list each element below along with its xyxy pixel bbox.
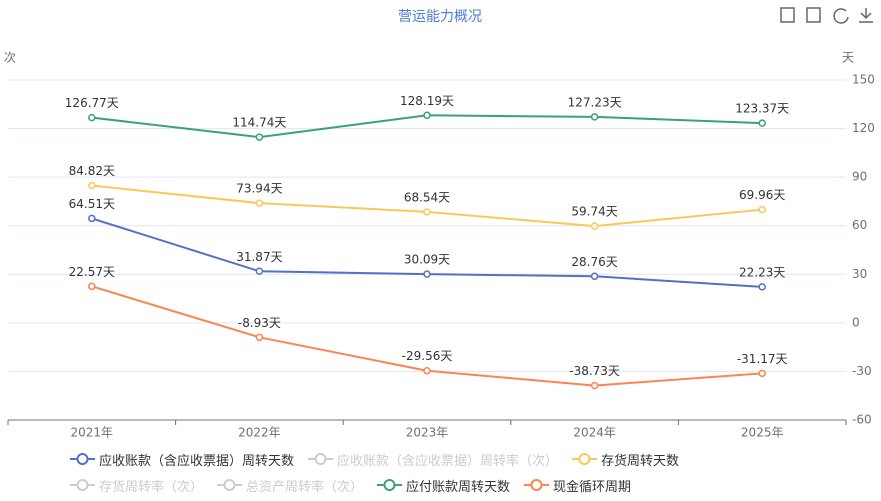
data-point — [758, 119, 766, 127]
data-point — [255, 133, 264, 141]
y2-tick-label: -30 — [852, 364, 872, 378]
data-point — [758, 205, 766, 214]
legend-icon — [70, 479, 95, 491]
data-label: 73.94天 — [236, 182, 282, 196]
legend-icon — [524, 479, 550, 491]
data-label: -8.93天 — [238, 316, 281, 330]
legend-label: 存货周转天数 — [601, 453, 680, 469]
data-label: 69.96天 — [739, 188, 785, 202]
data-point — [88, 113, 96, 122]
data-label: 114.74天 — [232, 116, 286, 130]
legend-label: 现金循环周期 — [553, 479, 632, 495]
legend-item[interactable]: 应收账款（含应收票据）周转天数 — [70, 448, 294, 470]
data-point — [590, 222, 599, 230]
data-point — [758, 369, 766, 378]
data-label: 68.54天 — [404, 190, 450, 204]
y2-axis-name: 天 — [842, 51, 854, 65]
data-label: 128.19天 — [400, 94, 454, 108]
data-point — [423, 270, 431, 278]
y2-tick-label: 30 — [852, 267, 867, 281]
data-label: 59.74天 — [571, 205, 617, 219]
legend-item[interactable]: 现金循环周期 — [524, 474, 631, 496]
legend-item[interactable]: 存货周转率（次） — [70, 474, 203, 496]
data-point — [590, 381, 599, 390]
data-point — [255, 267, 264, 276]
data-point — [88, 282, 96, 291]
restore-icon[interactable] — [806, 7, 821, 23]
data-point — [423, 366, 431, 375]
save-icon[interactable] — [859, 8, 873, 23]
data-label: -29.56天 — [402, 349, 453, 363]
data-label: 64.51天 — [69, 197, 115, 211]
data-label: 127.23天 — [568, 95, 622, 109]
data-point — [88, 214, 96, 223]
legend-label: 应收账款（含应收票据）周转率（次） — [337, 453, 559, 469]
legend-icon — [217, 479, 243, 491]
data-label: 31.87天 — [236, 250, 282, 264]
toolbox[interactable] — [780, 7, 873, 24]
data-label: 30.09天 — [404, 253, 450, 267]
data-point — [423, 208, 431, 216]
y-axis-name: 次 — [4, 51, 16, 65]
y2-tick-label: -60 — [852, 413, 872, 427]
y2-tick-label: 90 — [852, 170, 867, 184]
data-label: -31.17天 — [737, 352, 788, 366]
data-point — [255, 199, 264, 207]
x-tick-label: 2024年 — [573, 426, 616, 440]
legend-item[interactable]: 存货周转天数 — [572, 448, 679, 470]
x-tick-label: 2022年 — [238, 426, 281, 440]
legend-item[interactable]: 应付账款周转天数 — [377, 474, 510, 496]
data-point — [590, 113, 599, 121]
y2-tick-label: 60 — [852, 218, 867, 232]
x-tick-label: 2025年 — [741, 426, 784, 440]
data-point — [88, 181, 96, 190]
data-point — [423, 111, 431, 120]
data-label: 22.57天 — [69, 265, 115, 279]
legend-item[interactable]: 应收账款（含应收票据）周转率（次） — [308, 448, 558, 470]
legend-icon — [70, 453, 95, 465]
y2-tick-label: 120 — [852, 121, 875, 135]
data-label: 84.82天 — [69, 164, 115, 178]
data-view-icon[interactable] — [780, 7, 795, 23]
legend-icon — [572, 453, 598, 465]
chart-title: 营运能力概况 — [398, 9, 482, 25]
data-label: 126.77天 — [65, 96, 119, 110]
legend-label: 应付账款周转天数 — [406, 479, 511, 495]
data-point — [590, 272, 599, 281]
x-tick-label: 2023年 — [406, 426, 449, 440]
data-label: 123.37天 — [735, 102, 789, 116]
x-tick-label: 2021年 — [71, 426, 114, 440]
data-point — [255, 333, 264, 342]
legend: 应收账款（含应收票据）周转天数 应收账款（含应收票据）周转率（次） 存货周转天数存货… — [70, 448, 810, 496]
legend-icon — [377, 479, 403, 491]
legend-label: 总资产周转率（次） — [246, 479, 364, 495]
refresh-icon[interactable] — [833, 8, 849, 24]
data-point — [758, 283, 766, 291]
legend-label: 存货周转率（次） — [99, 479, 204, 495]
legend-label: 应收账款（含应收票据）周转天数 — [99, 453, 295, 469]
data-label: 28.76天 — [571, 255, 617, 269]
legend-icon — [308, 453, 334, 465]
data-label: 22.23天 — [739, 265, 785, 279]
y2-tick-label: 0 — [852, 315, 860, 329]
data-label: -38.73天 — [569, 364, 620, 378]
y2-tick-label: 150 — [852, 73, 875, 87]
legend-item[interactable]: 总资产周转率（次） — [217, 474, 363, 496]
